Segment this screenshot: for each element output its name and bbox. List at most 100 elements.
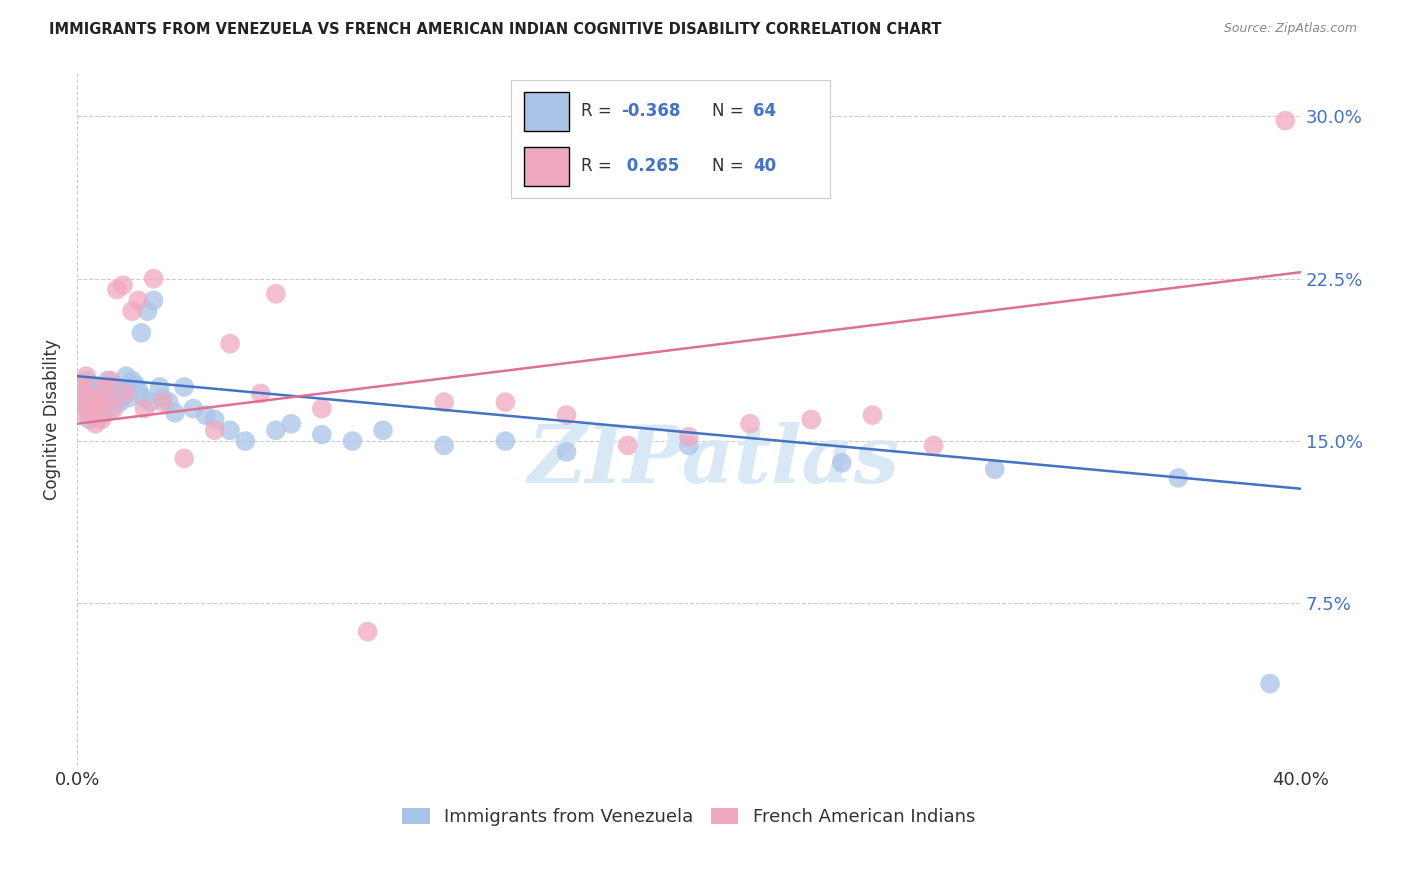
- Point: [204, 412, 226, 426]
- Point: [142, 271, 165, 285]
- Point: [75, 386, 97, 401]
- Point: [97, 391, 120, 405]
- Point: [115, 382, 138, 396]
- Point: [79, 384, 101, 399]
- Point: [82, 377, 104, 392]
- Point: [82, 406, 104, 420]
- Point: [103, 401, 125, 416]
- Point: [82, 391, 104, 405]
- Point: [121, 374, 143, 388]
- Point: [984, 462, 1007, 476]
- Point: [105, 380, 128, 394]
- Point: [860, 408, 883, 422]
- Point: [90, 412, 112, 426]
- Point: [87, 395, 110, 409]
- Point: [111, 278, 134, 293]
- Point: [84, 417, 107, 431]
- Point: [1274, 113, 1296, 128]
- Point: [678, 438, 700, 452]
- Point: [105, 392, 128, 407]
- Point: [100, 374, 122, 388]
- Point: [342, 434, 364, 448]
- Point: [173, 451, 195, 466]
- Point: [97, 374, 120, 388]
- Point: [75, 369, 97, 384]
- Point: [127, 382, 149, 396]
- Point: [84, 401, 107, 416]
- Point: [136, 304, 159, 318]
- Point: [494, 395, 516, 409]
- Point: [922, 438, 945, 452]
- Point: [311, 427, 333, 442]
- Point: [371, 423, 394, 437]
- Point: [264, 423, 287, 437]
- Point: [152, 391, 174, 405]
- Point: [204, 423, 226, 437]
- Point: [82, 391, 104, 405]
- Point: [1167, 471, 1189, 485]
- Point: [115, 369, 138, 384]
- Point: [75, 401, 97, 416]
- Point: [127, 293, 149, 308]
- Point: [555, 408, 578, 422]
- Point: [69, 391, 91, 405]
- Point: [93, 400, 115, 414]
- Point: [219, 336, 242, 351]
- Point: [105, 283, 128, 297]
- Point: [69, 395, 91, 409]
- Point: [75, 374, 97, 388]
- Point: [111, 389, 134, 403]
- Point: [90, 392, 112, 407]
- Point: [134, 391, 156, 405]
- Point: [616, 438, 638, 452]
- Point: [87, 380, 110, 394]
- Text: Source: ZipAtlas.com: Source: ZipAtlas.com: [1223, 22, 1357, 36]
- Point: [134, 401, 156, 416]
- Y-axis label: Cognitive Disability: Cognitive Disability: [44, 339, 60, 500]
- Point: [233, 434, 256, 448]
- Point: [90, 408, 112, 422]
- Point: [494, 434, 516, 448]
- Point: [84, 389, 107, 403]
- Point: [249, 386, 271, 401]
- Point: [115, 386, 138, 401]
- Point: [1258, 676, 1281, 690]
- Point: [357, 624, 380, 639]
- Point: [183, 401, 205, 416]
- Legend: Immigrants from Venezuela, French American Indians: Immigrants from Venezuela, French Americ…: [395, 800, 983, 833]
- Point: [219, 423, 242, 437]
- Point: [124, 377, 146, 392]
- Point: [72, 406, 94, 420]
- Point: [103, 377, 125, 392]
- Point: [72, 380, 94, 394]
- Point: [100, 401, 122, 416]
- Point: [149, 380, 172, 394]
- Point: [142, 293, 165, 308]
- Point: [131, 326, 153, 340]
- Point: [100, 391, 122, 405]
- Point: [84, 401, 107, 416]
- Point: [831, 456, 853, 470]
- Text: IMMIGRANTS FROM VENEZUELA VS FRENCH AMERICAN INDIAN COGNITIVE DISABILITY CORRELA: IMMIGRANTS FROM VENEZUELA VS FRENCH AMER…: [49, 22, 942, 37]
- Point: [152, 395, 174, 409]
- Point: [118, 391, 141, 405]
- Point: [678, 430, 700, 444]
- Point: [87, 395, 110, 409]
- Point: [72, 380, 94, 394]
- Point: [79, 412, 101, 426]
- Point: [157, 395, 180, 409]
- Point: [72, 395, 94, 409]
- Point: [90, 382, 112, 396]
- Point: [103, 386, 125, 401]
- Point: [280, 417, 302, 431]
- Point: [139, 395, 162, 409]
- Point: [163, 406, 186, 420]
- Point: [194, 408, 217, 422]
- Point: [108, 395, 131, 409]
- Point: [311, 401, 333, 416]
- Point: [738, 417, 761, 431]
- Point: [79, 397, 101, 411]
- Point: [555, 445, 578, 459]
- Text: ZIPatlas: ZIPatlas: [527, 422, 900, 500]
- Point: [264, 286, 287, 301]
